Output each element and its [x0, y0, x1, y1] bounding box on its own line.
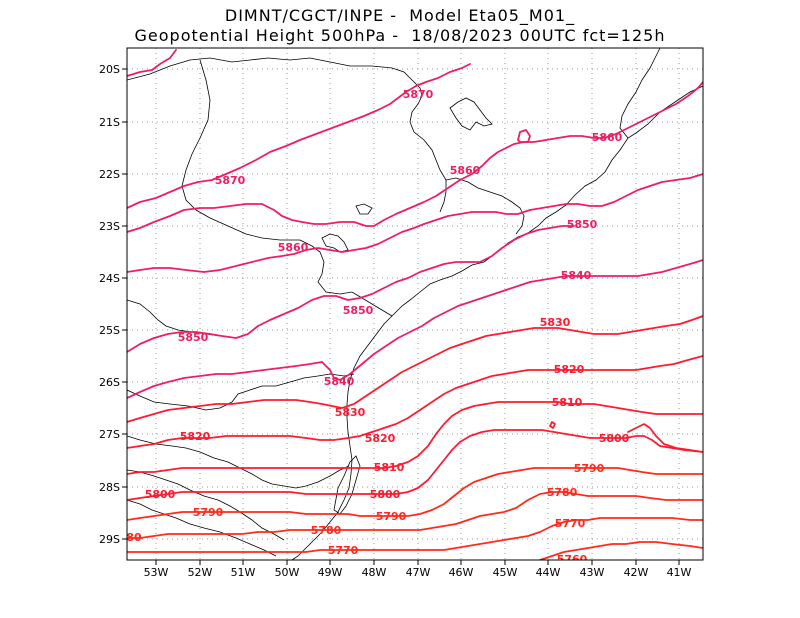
longitude-labels: 53W 52W 51W 50W 49W 48W 47W 46W 45W 44W … — [144, 566, 692, 579]
lon-label: 42W — [624, 566, 649, 579]
contour-label: 5800 — [599, 432, 630, 445]
contour-label: 5840 — [324, 375, 355, 388]
lon-label: 50W — [275, 566, 300, 579]
contour-labels: 5870 5870 5860 5860 5860 5850 5850 5850 … — [126, 88, 630, 566]
contour-label: 5790 — [376, 510, 407, 523]
contour-5850-south — [127, 225, 575, 353]
contour-label: 5810 — [552, 396, 583, 409]
coastline — [291, 85, 703, 560]
contour-label: 5780 — [311, 524, 342, 537]
contour-5860-north — [127, 81, 703, 233]
contour-5790 — [127, 467, 703, 521]
tick-marks — [122, 68, 680, 565]
border-sc-rs — [127, 435, 350, 489]
lon-label: 49W — [318, 566, 343, 579]
reservoir-west — [321, 233, 349, 253]
river-uruguay — [127, 469, 285, 541]
contour-label: 80 — [126, 531, 142, 544]
coastline-and-borders — [127, 48, 703, 560]
contour-label: 5840 — [561, 269, 592, 282]
contour-label: 5800 — [145, 488, 176, 501]
lon-label: 52W — [188, 566, 213, 579]
contour-5830 — [127, 315, 703, 423]
contour-label: 5860 — [592, 131, 623, 144]
contour-label: 5790 — [193, 506, 224, 519]
border-sp-pr — [299, 239, 393, 317]
lon-label: 44W — [536, 566, 561, 579]
contour-label: 5830 — [335, 406, 366, 419]
map-frame — [126, 47, 704, 561]
border-pr-sc — [127, 373, 355, 411]
height-contours — [127, 49, 703, 560]
lake-furnas — [449, 97, 493, 131]
lon-label: 46W — [449, 566, 474, 579]
contour-label: 5820 — [365, 432, 396, 445]
contour-5840 — [127, 259, 703, 399]
contour-5850 — [127, 173, 703, 273]
contour-label: 5760 — [557, 553, 588, 566]
contour-label: 5870 — [403, 88, 434, 101]
contour-5770 — [127, 517, 703, 553]
lat-label: 27S — [99, 428, 120, 441]
contour-label: 5800 — [370, 488, 401, 501]
contour-label: 5780 — [547, 486, 578, 499]
lat-label: 24S — [99, 272, 120, 285]
lon-label: 47W — [406, 566, 431, 579]
lat-label: 20S — [99, 63, 120, 76]
contour-5780 — [127, 491, 703, 539]
contour-5860-closed — [517, 129, 531, 143]
contour-5810 — [127, 401, 703, 475]
contour-label: 5810 — [374, 461, 405, 474]
lon-label: 53W — [144, 566, 169, 579]
contour-label: 5770 — [555, 517, 586, 530]
border-mg-es — [619, 48, 661, 139]
lagoa-dos-patos — [333, 455, 361, 515]
contour-5810-small — [549, 421, 556, 429]
lat-label: 29S — [99, 533, 120, 546]
map-title-line-2: Geopotential Height 500hPa - 18/08/2023 … — [134, 26, 666, 45]
contour-label: 5850 — [178, 331, 209, 344]
reservoir-south — [355, 203, 373, 215]
contour-label: 5820 — [554, 363, 585, 376]
contour-label: 5860 — [278, 241, 309, 254]
border-mg-sp — [127, 57, 447, 213]
contour-label: 5850 — [343, 304, 374, 317]
contour-label: 5820 — [180, 430, 211, 443]
graticule — [127, 48, 703, 560]
lat-label: 21S — [99, 116, 120, 129]
lat-label: 22S — [99, 168, 120, 181]
border-brazil-south — [127, 499, 277, 557]
lon-label: 43W — [580, 566, 605, 579]
lat-label: 25S — [99, 324, 120, 337]
border-ms-pr — [181, 59, 300, 241]
contour-label: 5850 — [567, 218, 598, 231]
latitude-labels: 20S 21S 22S 23S 24S 25S 26S 27S 28S 29S — [99, 63, 120, 546]
contour-5820 — [127, 355, 703, 449]
contour-label: 5790 — [574, 462, 605, 475]
contour-5870 — [127, 63, 471, 209]
lat-label: 23S — [99, 220, 120, 233]
contour-5870-northwest — [127, 49, 177, 77]
lon-label: 41W — [667, 566, 692, 579]
lat-label: 28S — [99, 481, 120, 494]
contour-label: 5860 — [450, 164, 481, 177]
border-mg-rj — [445, 177, 525, 235]
lat-label: 26S — [99, 376, 120, 389]
map-title-line-1: DIMNT/CGCT/INPE - Model Eta05_M01_ — [224, 6, 576, 25]
contour-label: 5770 — [328, 544, 359, 557]
lon-label: 48W — [362, 566, 387, 579]
contour-label: 5870 — [215, 174, 246, 187]
contour-label: 5830 — [540, 316, 571, 329]
lon-label: 45W — [493, 566, 518, 579]
contour-5760 — [539, 541, 703, 560]
contour-5800 — [127, 429, 703, 501]
lon-label: 51W — [231, 566, 256, 579]
